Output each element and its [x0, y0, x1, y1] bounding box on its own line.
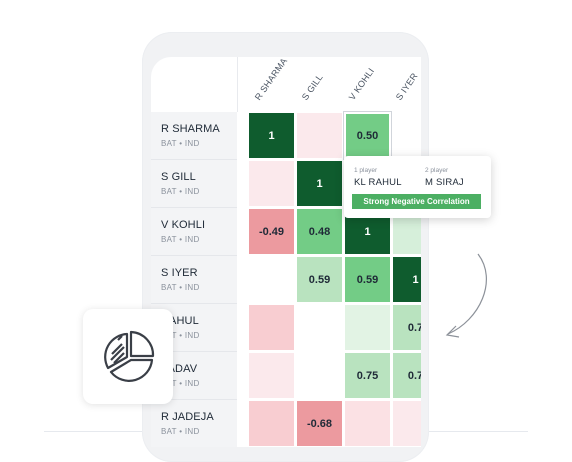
matrix-cell-r5-c0[interactable] — [248, 352, 295, 399]
player-role: BAT • IND — [161, 283, 200, 292]
correlation-tooltip: 1 player KL RAHUL 2 player M SIRAJ Stron… — [344, 156, 491, 218]
row-label-s-iyer[interactable]: S IYER BAT • IND — [151, 256, 237, 304]
matrix-cell-r0-c1[interactable] — [296, 112, 343, 159]
player-role: BAT • IND — [161, 139, 200, 148]
player2-label: 2 player — [425, 167, 449, 174]
matrix-cell-r1-c0[interactable] — [248, 160, 295, 207]
matrix-cell-r4-c1[interactable] — [296, 304, 343, 351]
matrix-cell-r0-c3[interactable] — [392, 112, 421, 159]
column-header-s-iyer: S IYER — [393, 71, 420, 102]
matrix-cell-r1-c1[interactable]: 1 — [296, 160, 343, 207]
matrix-cell-r4-c3[interactable]: 0.7 — [392, 304, 421, 351]
matrix-cell-r5-c2[interactable]: 0.75 — [344, 352, 391, 399]
header-divider — [237, 57, 238, 112]
matrix-cell-r2-c1[interactable]: 0.48 — [296, 208, 343, 255]
column-header-r-sharma: R SHARMA — [252, 57, 290, 102]
player-name: S IYER — [161, 267, 198, 279]
matrix-cell-r2-c0[interactable]: -0.49 — [248, 208, 295, 255]
player1-name: KL RAHUL — [354, 177, 402, 188]
matrix-cell-r0-c2[interactable]: 0.50 — [344, 112, 391, 159]
player-role: BAT • IND — [161, 331, 200, 340]
matrix-cell-r4-c2[interactable] — [344, 304, 391, 351]
matrix-cell-r5-c1[interactable] — [296, 352, 343, 399]
row-label-r-sharma[interactable]: R SHARMA BAT • IND — [151, 112, 237, 160]
analytics-card[interactable] — [83, 309, 173, 404]
pie-chart-icon — [104, 330, 155, 382]
matrix-cell-r5-c3[interactable]: 0.7 — [392, 352, 421, 399]
correlation-badge: Strong Negative Correlation — [352, 194, 481, 209]
player-role: BAT • IND — [161, 187, 200, 196]
player-role: BAT • IND — [161, 379, 200, 388]
matrix-cell-r6-c1[interactable]: -0.68 — [296, 400, 343, 447]
row-label-s-gill[interactable]: S GILL BAT • IND — [151, 160, 237, 208]
row-label-v-kohli[interactable]: V KOHLI BAT • IND — [151, 208, 237, 256]
curved-arrow-icon — [445, 253, 487, 338]
matrix-cell-r6-c2[interactable] — [344, 400, 391, 447]
matrix-cell-r4-c0[interactable] — [248, 304, 295, 351]
matrix-cell-r0-c0[interactable]: 1 — [248, 112, 295, 159]
column-header-v-kohli: V KOHLI — [346, 66, 377, 102]
player-role: BAT • IND — [161, 427, 200, 436]
player2-name: M SIRAJ — [425, 177, 464, 188]
player1-label: 1 player — [354, 167, 378, 174]
player-name: R JADEJA — [161, 411, 214, 423]
matrix-cell-r3-c0[interactable] — [248, 256, 295, 303]
matrix-cell-r6-c3[interactable] — [392, 400, 421, 447]
matrix-cell-r3-c2[interactable]: 0.59 — [344, 256, 391, 303]
matrix-cell-r6-c0[interactable] — [248, 400, 295, 447]
player-name: S GILL — [161, 171, 196, 183]
row-label-r-jadeja[interactable]: R JADEJA BAT • IND — [151, 400, 237, 447]
column-header-s-gill: S GILL — [299, 72, 325, 102]
matrix-cell-r3-c3[interactable]: 1 — [392, 256, 421, 303]
matrix-cell-r3-c1[interactable]: 0.59 — [296, 256, 343, 303]
player-role: BAT • IND — [161, 235, 200, 244]
player-name: V KOHLI — [161, 219, 206, 231]
correlation-matrix-screen: R SHARMA S GILL V KOHLI S IYER R SHARMA … — [151, 57, 421, 447]
player-name: R SHARMA — [161, 123, 220, 135]
